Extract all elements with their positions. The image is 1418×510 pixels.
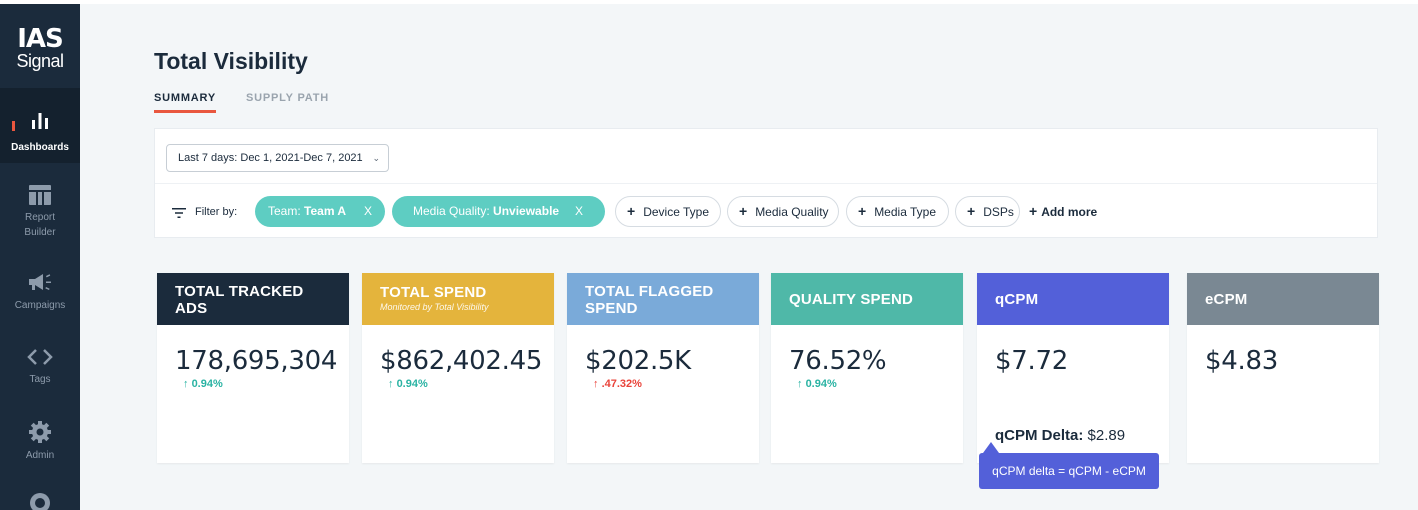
kpi-card-header: qCPM: [977, 273, 1169, 325]
code-icon: [27, 349, 53, 365]
kpi-value: $202.5K: [585, 346, 691, 376]
kpi-card-quality-spend[interactable]: QUALITY SPEND 76.52% ↑ 0.94%: [771, 273, 963, 463]
plus-icon: +: [967, 203, 976, 219]
kpi-card-header: TOTAL FLAGGED SPEND: [567, 273, 759, 325]
kpi-title: qCPM: [995, 291, 1039, 308]
filter-chip-team[interactable]: Team: Team A X: [255, 196, 385, 227]
logo-main-text: IAS: [17, 24, 64, 54]
add-filter-media-type[interactable]: + Media Type: [846, 196, 949, 227]
qcpm-delta[interactable]: qCPM Delta: $2.89: [995, 427, 1125, 444]
kpi-card-header: TOTAL TRACKED ADS: [157, 273, 349, 325]
help-icon: [30, 493, 50, 510]
kpi-change: ↑ .47.32%: [593, 378, 642, 390]
sidebar-item-campaigns[interactable]: Campaigns: [0, 272, 80, 317]
chevron-down-icon: ⌄: [372, 153, 380, 163]
kpi-change-value: 0.94%: [805, 378, 837, 390]
add-more-button[interactable]: + Add more: [1029, 196, 1097, 227]
kpi-change: ↑ 0.94%: [183, 378, 223, 390]
kpi-card-total-tracked-ads[interactable]: TOTAL TRACKED ADS 178,695,304 ↑ 0.94%: [157, 273, 349, 463]
add-more-label: Add more: [1041, 205, 1098, 219]
kpi-title: TOTAL FLAGGED SPEND: [585, 283, 714, 317]
sidebar-item-help[interactable]: [0, 492, 80, 510]
filter-chip-value: Unviewable: [493, 204, 560, 218]
kpi-change: ↑ 0.94%: [797, 378, 837, 390]
plus-icon: +: [627, 203, 636, 219]
kpi-title: TOTAL TRACKED ADS: [175, 283, 304, 317]
kpi-card-qcpm[interactable]: qCPM $7.72 qCPM Delta: $2.89: [977, 273, 1169, 463]
gear-icon: [29, 421, 51, 443]
plus-icon: +: [739, 203, 748, 219]
active-indicator: [12, 121, 15, 131]
tooltip-arrow: [983, 442, 999, 453]
add-filter-label: Media Type: [874, 205, 937, 219]
filter-by-label: Filter by:: [195, 206, 238, 218]
kpi-card-total-spend[interactable]: TOTAL SPEND Monitored by Total Visibilit…: [362, 273, 554, 463]
sidebar: IAS Signal Dashboards Report Builder: [0, 4, 80, 510]
kpi-card-header: eCPM: [1187, 273, 1379, 325]
sidebar-label-report-builder: Report Builder: [24, 212, 56, 238]
sidebar-item-tags[interactable]: Tags: [0, 348, 80, 393]
kpi-change-value: 0.94%: [191, 378, 223, 390]
filter-chip-key: Media Quality:: [413, 204, 490, 218]
bar-chart-icon: [32, 113, 48, 129]
add-filter-label: Media Quality: [755, 205, 829, 219]
sidebar-item-dashboards[interactable]: Dashboards: [0, 88, 80, 163]
qcpm-delta-value: $2.89: [1087, 427, 1126, 444]
sidebar-item-report-builder[interactable]: Report Builder: [0, 178, 80, 248]
kpi-title: eCPM: [1205, 291, 1248, 308]
kpi-value: $862,402.45: [380, 346, 543, 376]
arrow-up-icon: ↑: [797, 378, 803, 390]
plus-icon: +: [858, 203, 867, 219]
filter-chip-value: Team A: [304, 204, 347, 218]
arrow-up-icon: ↑: [183, 378, 189, 390]
sidebar-label-campaigns: Campaigns: [14, 300, 66, 311]
kpi-card-total-flagged-spend[interactable]: TOTAL FLAGGED SPEND $202.5K ↑ .47.32%: [567, 273, 759, 463]
kpi-card-ecpm[interactable]: eCPM $4.83: [1187, 273, 1379, 463]
kpi-card-header: QUALITY SPEND: [771, 273, 963, 325]
divider: [155, 183, 1377, 184]
date-range-value: Last 7 days: Dec 1, 2021-Dec 7, 2021: [178, 152, 363, 164]
active-tab-underline: [154, 110, 216, 113]
add-filter-media-quality[interactable]: + Media Quality: [727, 196, 839, 227]
arrow-up-icon: ↑: [388, 378, 394, 390]
kpi-value: $7.72: [995, 346, 1068, 376]
kpi-change-value: .47.32%: [601, 378, 642, 390]
sidebar-item-admin[interactable]: Admin: [0, 420, 80, 465]
filter-chip-key: Team:: [268, 204, 301, 218]
kpi-subtitle: Monitored by Total Visibility: [380, 302, 489, 312]
sidebar-label-admin: Admin: [25, 450, 55, 461]
add-filter-dsps[interactable]: + DSPs: [955, 196, 1020, 227]
sidebar-label-dashboards: Dashboards: [11, 142, 69, 153]
logo-sub-text: Signal: [16, 51, 64, 71]
ias-signal-logo[interactable]: IAS Signal: [0, 26, 80, 70]
add-filter-device-type[interactable]: + Device Type: [615, 196, 721, 227]
plus-icon: +: [1029, 203, 1038, 219]
page-title: Total Visibility: [154, 48, 308, 74]
tab-summary[interactable]: SUMMARY: [154, 92, 217, 104]
table-icon: [29, 185, 51, 205]
arrow-down-icon: ↑: [593, 378, 599, 390]
kpi-value: 178,695,304: [175, 346, 338, 376]
sidebar-label-tags: Tags: [29, 374, 51, 385]
megaphone-icon: [29, 274, 51, 291]
qcpm-delta-label: qCPM Delta:: [995, 427, 1084, 444]
kpi-value: $4.83: [1205, 346, 1278, 376]
remove-filter-button[interactable]: X: [364, 204, 373, 218]
kpi-card-header: TOTAL SPEND Monitored by Total Visibilit…: [362, 273, 554, 325]
remove-filter-button[interactable]: X: [575, 204, 584, 218]
kpi-change-value: 0.94%: [396, 378, 428, 390]
add-filter-label: Device Type: [643, 205, 709, 219]
kpi-title: QUALITY SPEND: [789, 291, 914, 308]
filter-icon: [172, 208, 186, 218]
kpi-change: ↑ 0.94%: [388, 378, 428, 390]
filter-panel: Last 7 days: Dec 1, 2021-Dec 7, 2021 ⌄ F…: [154, 128, 1378, 238]
qcpm-delta-tooltip: qCPM delta = qCPM - eCPM: [979, 453, 1159, 489]
date-range-select[interactable]: Last 7 days: Dec 1, 2021-Dec 7, 2021 ⌄: [166, 144, 389, 172]
add-filter-label: DSPs: [983, 205, 1014, 219]
tab-supply-path[interactable]: SUPPLY PATH: [246, 92, 329, 104]
kpi-value: 76.52%: [789, 346, 887, 376]
kpi-title: TOTAL SPEND: [380, 284, 487, 301]
filter-chip-media-quality[interactable]: Media Quality: Unviewable X: [392, 196, 605, 227]
